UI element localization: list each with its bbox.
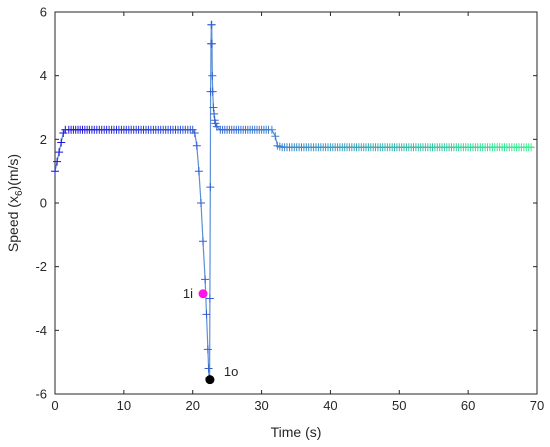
series-marker <box>209 103 218 112</box>
series-marker <box>212 122 221 131</box>
x-axis-label: Time (s) <box>271 424 322 440</box>
y-axis-label-sub: 6 <box>14 190 25 196</box>
x-tick-label: 30 <box>254 398 268 413</box>
x-tick-label: 10 <box>117 398 131 413</box>
x-tick-label: 0 <box>51 398 58 413</box>
series-marker <box>267 125 276 134</box>
y-tick-label: -4 <box>35 323 47 338</box>
y-tick-labels: -6 -4 -2 0 2 4 6 <box>35 5 47 402</box>
x-tick-labels: 0 10 20 30 40 50 60 70 <box>51 398 544 413</box>
annotation-point <box>205 375 215 385</box>
y-tick-label: 6 <box>40 5 47 20</box>
series-marker <box>211 119 220 128</box>
series-layer <box>51 20 536 384</box>
series-marker <box>202 310 211 319</box>
series-marker <box>192 141 201 150</box>
series-marker <box>188 125 197 134</box>
x-tick-label: 60 <box>461 398 475 413</box>
series-markers <box>51 20 536 384</box>
series-marker <box>206 183 215 192</box>
series-marker <box>204 364 213 373</box>
y-axis-label: Speed (x6)(m/s) <box>5 154 25 252</box>
x-tick-label: 70 <box>530 398 544 413</box>
x-tick-label: 40 <box>323 398 337 413</box>
series-marker <box>190 129 199 137</box>
series-marker <box>208 71 217 80</box>
plot-area <box>55 12 537 394</box>
series-marker <box>197 199 205 207</box>
x-tick-label: 50 <box>392 398 406 413</box>
series-marker <box>57 138 66 147</box>
axes <box>54 11 538 395</box>
y-axis-label-main: Speed (x <box>5 196 21 252</box>
y-tick-label: 4 <box>40 68 47 83</box>
series-marker <box>207 20 216 29</box>
y-tick-label: 2 <box>40 132 47 147</box>
y-tick-label: 0 <box>40 196 47 211</box>
y-tick-label: -6 <box>35 387 47 402</box>
series-marker <box>205 294 214 303</box>
series-marker <box>199 237 207 246</box>
series-marker <box>210 109 219 118</box>
series-marker <box>208 87 217 96</box>
annotation-point <box>198 289 208 299</box>
series-marker <box>59 129 68 137</box>
y-tick-label: -2 <box>35 259 47 274</box>
annotation-label: 1o <box>224 364 238 379</box>
series-marker <box>194 167 203 176</box>
x-tick-label: 20 <box>185 398 199 413</box>
series-marker <box>53 157 62 166</box>
series-marker <box>55 148 64 157</box>
y-axis-label-tail: )(m/s) <box>5 154 21 191</box>
series-marker <box>210 116 219 125</box>
series-marker <box>271 132 280 141</box>
series-marker <box>201 275 210 284</box>
annotation-layer: 1i 1o <box>183 286 238 385</box>
series-marker <box>527 143 536 152</box>
annotation-label: 1i <box>183 286 193 301</box>
series-marker <box>51 167 59 176</box>
series-marker <box>203 345 212 354</box>
series-marker <box>208 39 216 48</box>
